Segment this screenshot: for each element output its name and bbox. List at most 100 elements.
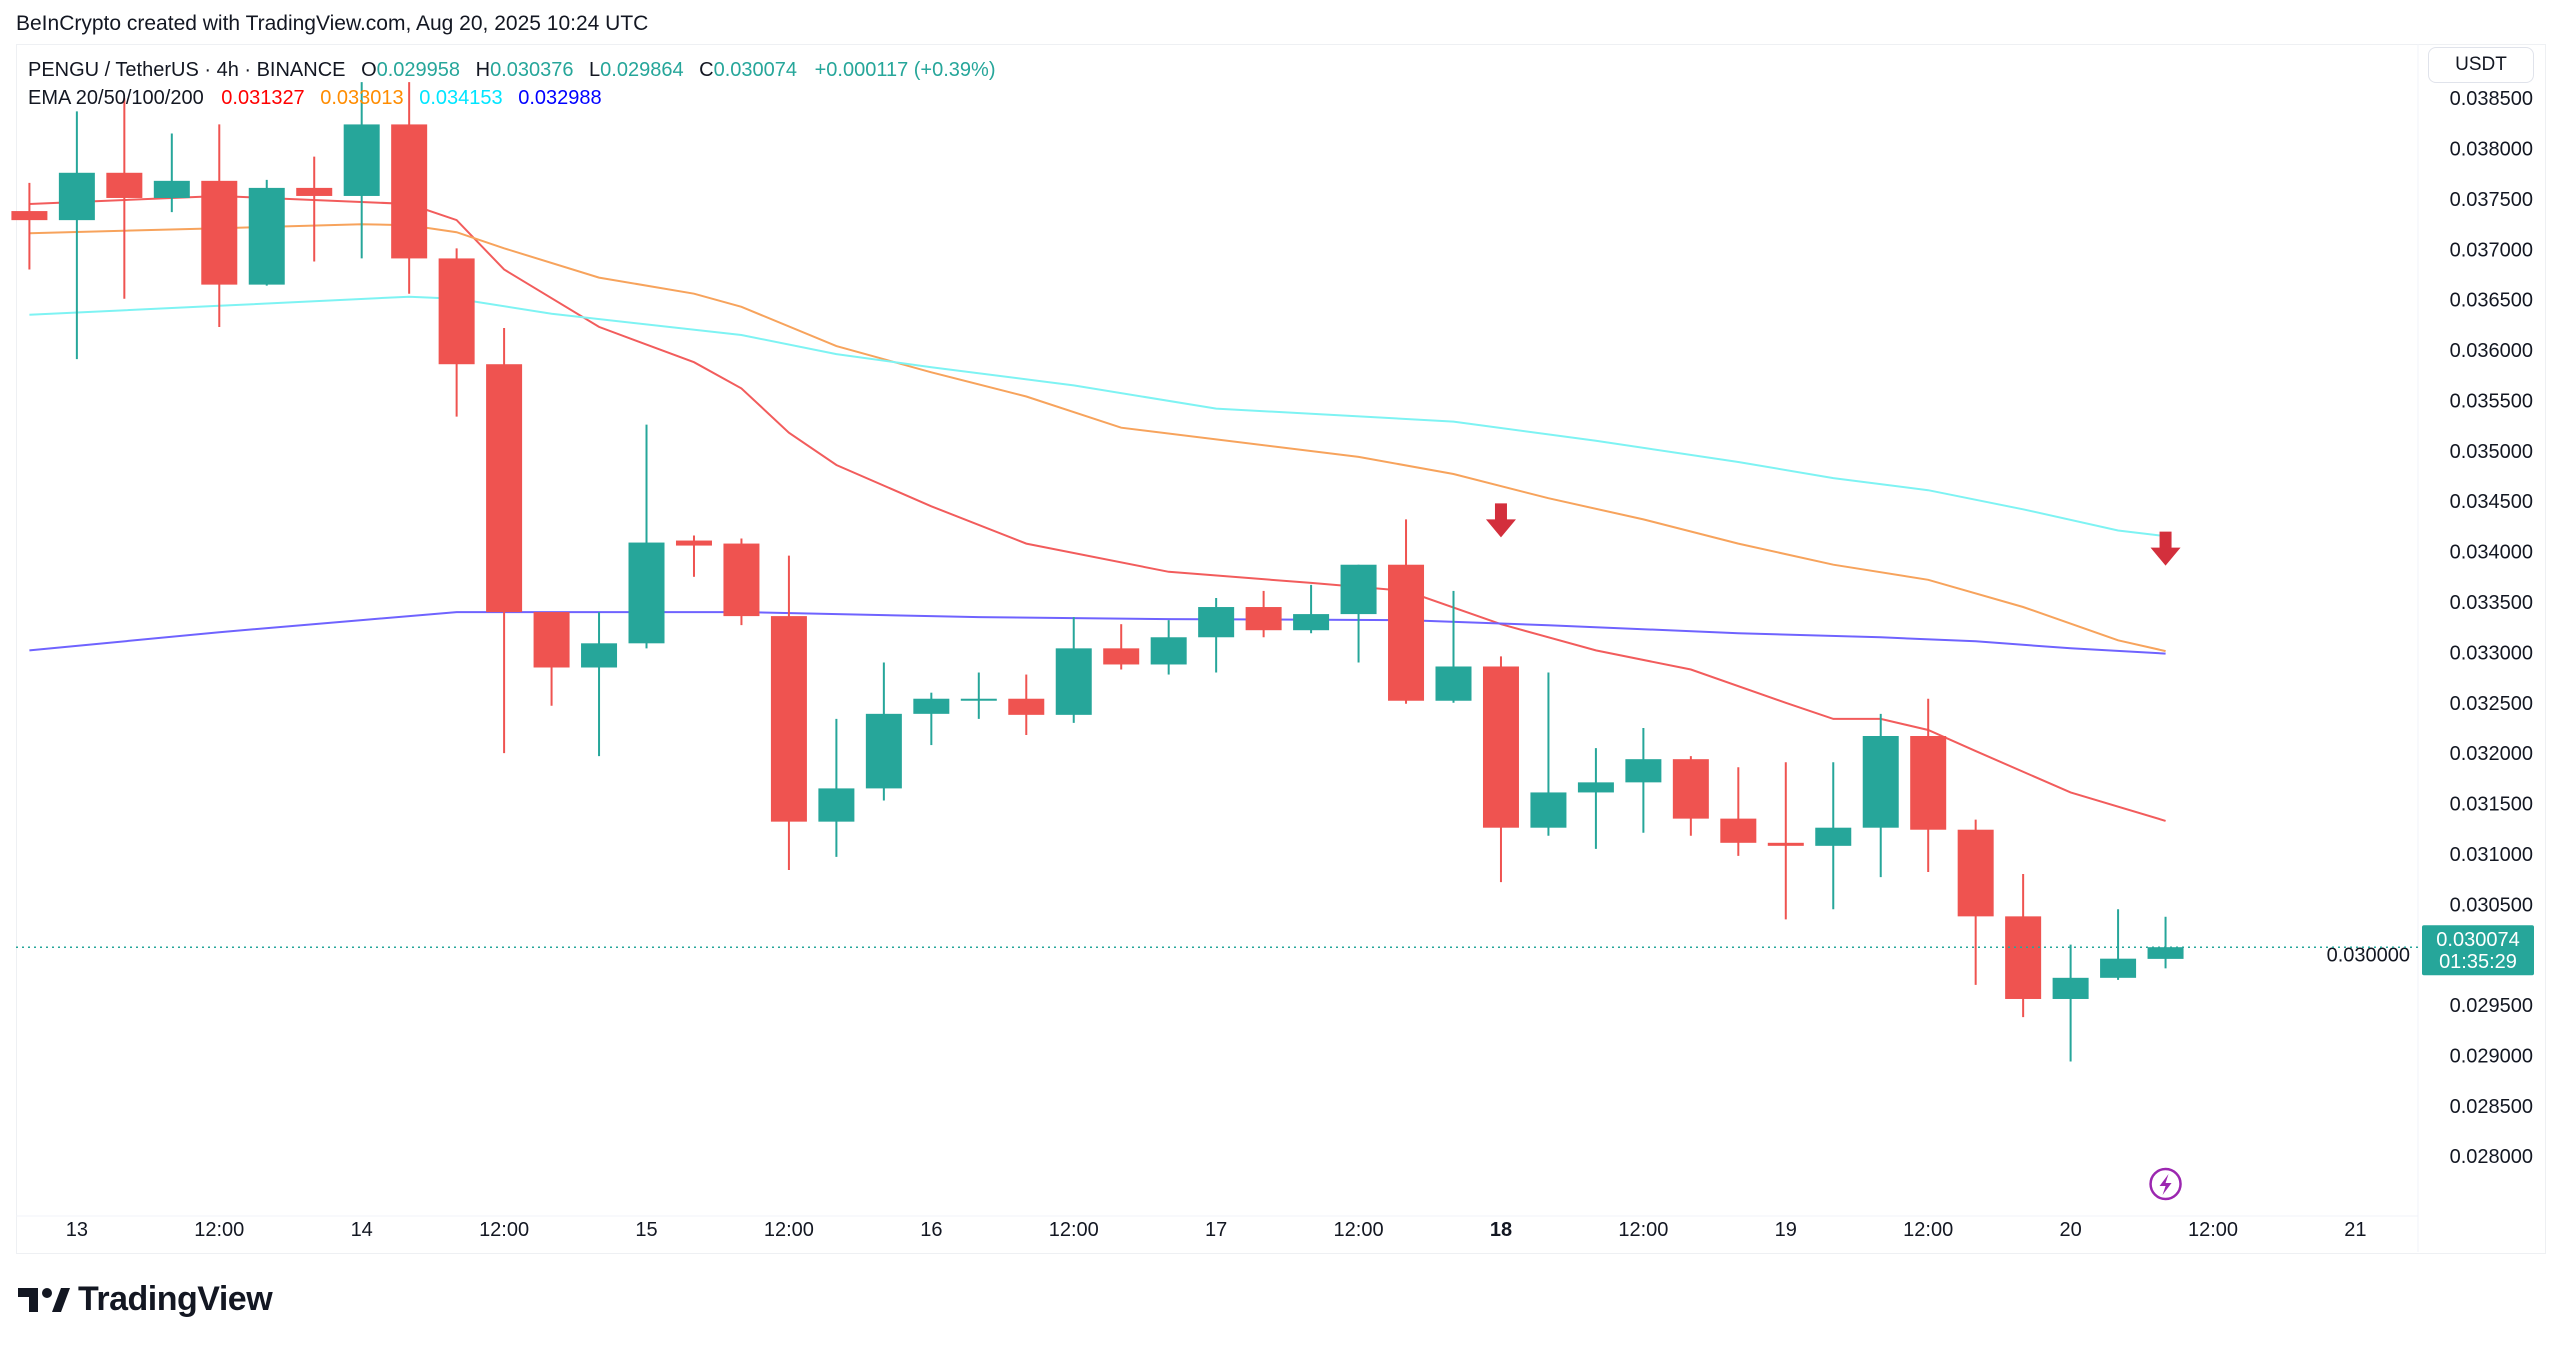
ohlc-row: PENGU / TetherUS · 4h · BINANCE O0.02995… — [28, 56, 999, 84]
change-value: +0.000117 (+0.39%) — [814, 59, 996, 81]
candle-body — [1293, 614, 1330, 631]
candle-body — [248, 187, 285, 285]
low-value: 0.029864 — [600, 59, 684, 81]
lightning-icon-glyph — [2159, 1174, 2172, 1195]
candle-body — [1103, 648, 1140, 665]
ema20-value: 0.031327 — [221, 87, 305, 109]
ema-label[interactable]: EMA 20/50/100/200 — [28, 87, 204, 109]
time-tick-label: 17 — [1205, 1219, 1227, 1241]
price-tick-label: 0.038500 — [2450, 88, 2533, 110]
price-tick-label: 0.028500 — [2450, 1096, 2533, 1118]
chart-panel[interactable] — [16, 44, 2546, 1254]
candle-body — [343, 124, 380, 196]
candle-up — [1435, 590, 1472, 703]
candle-up — [1862, 713, 1899, 878]
candle-down — [1767, 762, 1804, 920]
candle-body — [1150, 637, 1187, 665]
time-tick-label: 12:00 — [1618, 1219, 1668, 1241]
candle-up — [1198, 597, 1235, 673]
last-price-value: 0.030074 — [2436, 929, 2519, 951]
candle-up — [960, 672, 997, 719]
candle-body — [2100, 958, 2137, 978]
candle-up — [1150, 620, 1187, 675]
candle-down — [1957, 819, 1994, 985]
time-tick-label: 12:00 — [1334, 1219, 1384, 1241]
candle-body — [2147, 947, 2184, 959]
candle-body — [438, 258, 475, 365]
candle-down — [533, 612, 570, 706]
candle-up — [2100, 909, 2137, 980]
logo-text: TradingView — [78, 1280, 273, 1318]
symbol-title[interactable]: PENGU / TetherUS · 4h · BINANCE — [28, 59, 346, 81]
down-arrow-icon — [1485, 503, 1516, 538]
ema100-value: 0.034153 — [419, 87, 503, 109]
candle-body — [11, 211, 48, 221]
candle-up — [248, 179, 285, 286]
tradingview-logo-icon — [18, 1287, 70, 1312]
candle-body — [58, 172, 95, 221]
price-tick-label: 0.033000 — [2450, 642, 2533, 664]
candle-up — [343, 82, 380, 259]
candle-up — [1055, 617, 1092, 723]
ema-line-ema100 — [29, 295, 2166, 538]
last-price-label-bg — [2422, 925, 2534, 976]
currency-unit-button[interactable]: USDT — [2428, 47, 2534, 83]
candle-body — [628, 542, 665, 644]
candle-down — [1008, 674, 1045, 735]
candle-down — [106, 98, 143, 299]
candle-up — [581, 612, 618, 757]
time-tick-label: 14 — [351, 1219, 373, 1241]
candle-down — [1482, 656, 1519, 883]
time-tick-label: 12:00 — [1903, 1219, 1953, 1241]
candle-body — [581, 643, 618, 668]
close-label: C — [699, 59, 714, 81]
time-tick-label: 12:00 — [194, 1219, 244, 1241]
candle-body — [153, 180, 190, 198]
tradingview-logo[interactable]: TradingView — [18, 1280, 273, 1319]
candle-body — [1577, 782, 1614, 793]
price-tick-label: 0.037500 — [2450, 189, 2533, 211]
price-tick-label: 0.031500 — [2450, 794, 2533, 816]
candle-down — [486, 327, 523, 754]
high-value: 0.030376 — [490, 59, 574, 81]
candle-body — [1625, 759, 1662, 783]
candle-down — [1672, 756, 1709, 836]
candle-down — [723, 538, 760, 626]
candle-body — [106, 172, 143, 198]
candle-body — [675, 540, 712, 546]
candle-body — [296, 187, 333, 196]
candle-body — [1055, 648, 1092, 715]
time-tick-label: 13 — [66, 1219, 88, 1241]
price-tick-label: 0.035500 — [2450, 390, 2533, 412]
price-tick-label: 0.032500 — [2450, 693, 2533, 715]
candle-up — [818, 718, 855, 857]
candle-body — [1435, 666, 1472, 701]
candle-body — [1672, 759, 1709, 819]
candle-down — [391, 82, 428, 294]
price-tick-label: 0.029500 — [2450, 995, 2533, 1017]
candle-body — [1530, 792, 1567, 828]
ema50-value: 0.033013 — [320, 87, 404, 109]
time-tick-label: 20 — [2059, 1219, 2081, 1241]
candle-down — [11, 182, 48, 270]
candle-body — [1340, 564, 1377, 615]
candle-body — [1008, 698, 1045, 715]
price-tick-label: 0.036500 — [2450, 290, 2533, 312]
candle-up — [628, 424, 665, 649]
time-tick-label: 18 — [1490, 1219, 1512, 1241]
candle-up — [2052, 944, 2089, 1062]
candle-body — [533, 612, 570, 668]
candle-up — [2147, 916, 2184, 969]
candle-body — [865, 713, 902, 789]
candle-body — [1862, 736, 1899, 828]
chart-credit: BeInCrypto created with TradingView.com,… — [16, 12, 649, 35]
time-tick-label: 12:00 — [479, 1219, 529, 1241]
candle-body — [1245, 607, 1282, 631]
candle-up — [1293, 584, 1330, 634]
candle-down — [1245, 590, 1282, 638]
candle-body — [1767, 842, 1804, 846]
ema-line-ema20 — [29, 194, 2166, 822]
candle-up — [1625, 727, 1662, 833]
price-tick-label: 0.035000 — [2450, 441, 2533, 463]
